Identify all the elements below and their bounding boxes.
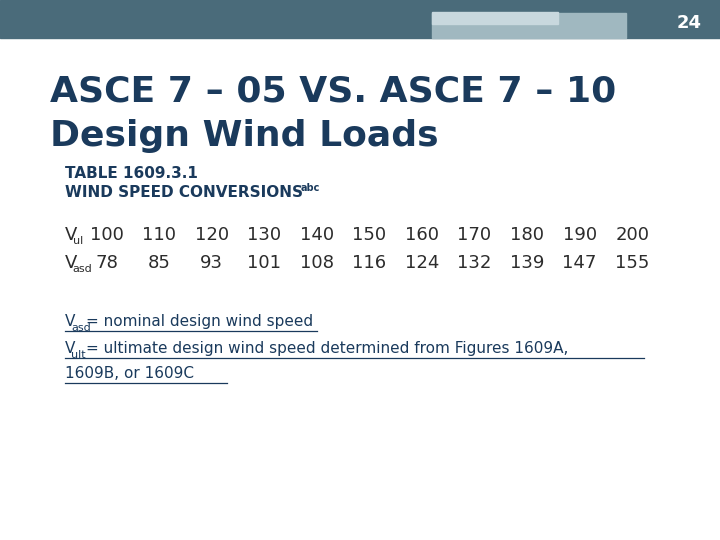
Text: 85: 85 [148,254,171,272]
Text: 200: 200 [615,226,649,244]
Text: Design Wind Loads: Design Wind Loads [50,119,439,153]
Text: 132: 132 [457,254,492,272]
Text: V: V [65,226,77,244]
Text: asd: asd [73,264,92,274]
Text: 139: 139 [510,254,544,272]
Text: 100: 100 [89,226,124,244]
Text: 190: 190 [562,226,597,244]
Text: abc: abc [301,183,320,193]
Text: 130: 130 [247,226,282,244]
Text: = nominal design wind speed: = nominal design wind speed [86,314,312,329]
Text: asd: asd [71,323,91,333]
Text: 78: 78 [95,254,118,272]
Text: 170: 170 [457,226,492,244]
Text: V: V [65,341,75,356]
Text: V: V [65,254,77,272]
Text: 116: 116 [352,254,387,272]
Text: 155: 155 [615,254,649,272]
Text: 120: 120 [194,226,229,244]
Text: 124: 124 [405,254,439,272]
Text: 108: 108 [300,254,334,272]
Text: 180: 180 [510,226,544,244]
Text: ASCE 7 – 05 VS. ASCE 7 – 10: ASCE 7 – 05 VS. ASCE 7 – 10 [50,75,616,109]
Text: WIND SPEED CONVERSIONS: WIND SPEED CONVERSIONS [65,185,303,200]
Text: 101: 101 [247,254,282,272]
Text: TABLE 1609.3.1: TABLE 1609.3.1 [65,166,198,181]
Text: = ultimate design wind speed determined from Figures 1609A,: = ultimate design wind speed determined … [86,341,568,356]
Text: V: V [65,314,75,329]
Text: 150: 150 [352,226,387,244]
Text: ult: ult [71,350,86,360]
Text: 110: 110 [142,226,176,244]
Text: 140: 140 [300,226,334,244]
Text: 24: 24 [677,14,702,32]
Text: 1609B, or 1609C: 1609B, or 1609C [65,366,194,381]
Text: 160: 160 [405,226,439,244]
Text: 93: 93 [200,254,223,272]
Text: ul: ul [73,236,83,246]
Text: 147: 147 [562,254,597,272]
